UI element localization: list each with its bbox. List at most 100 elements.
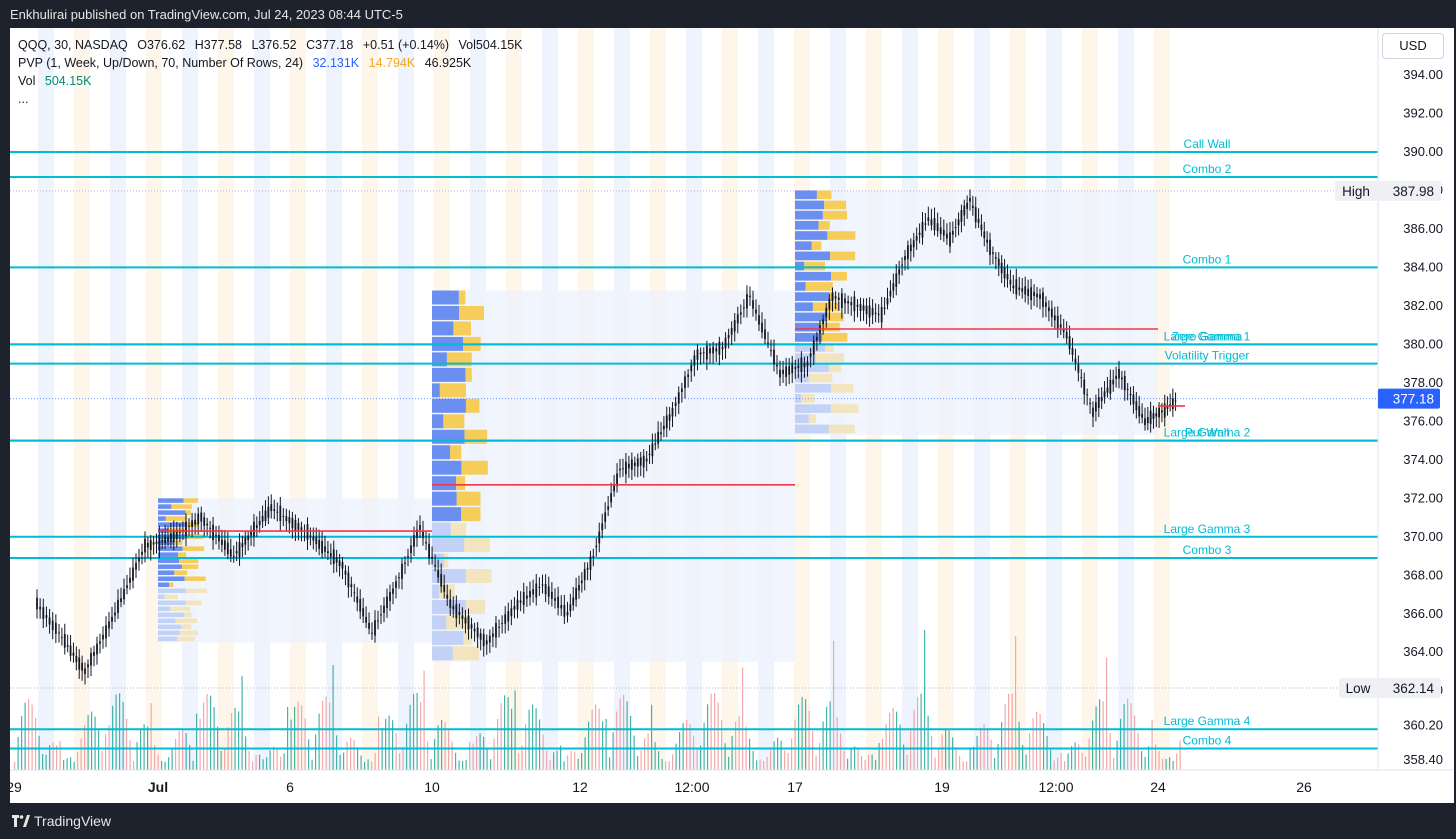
candle-body — [963, 205, 966, 216]
time-tick-label: 19 — [934, 779, 950, 795]
volume-bar — [626, 701, 628, 770]
candle-body — [636, 458, 639, 467]
volume-bar — [245, 736, 247, 770]
profile-up-bar — [432, 615, 447, 630]
volume-bar — [917, 696, 919, 770]
profile-up-bar — [795, 302, 813, 312]
volume-bar — [1060, 752, 1062, 770]
candle-body — [410, 545, 412, 554]
legend-more[interactable]: ... — [18, 92, 29, 106]
candle-body — [1071, 348, 1074, 355]
candle-body — [479, 633, 482, 640]
legend-high: 377.58 — [203, 38, 242, 52]
candle-body — [924, 223, 927, 225]
candle-body — [161, 539, 164, 542]
profile-up-bar — [432, 445, 451, 460]
candle-body — [488, 635, 491, 643]
legend-vol2-label[interactable]: Vol — [18, 74, 36, 88]
candle-body — [850, 302, 853, 306]
volume-bar — [395, 733, 397, 770]
candle-body — [510, 608, 513, 617]
volume-bar — [1127, 698, 1129, 770]
candle-body — [547, 586, 550, 597]
candle-body — [550, 591, 553, 599]
volume-bar — [910, 730, 912, 770]
volume-bar — [889, 712, 891, 770]
candle-body — [622, 468, 624, 470]
candle-body — [1080, 377, 1083, 379]
candle-body — [250, 531, 252, 536]
volume-bar — [311, 759, 313, 770]
volume-bar — [843, 750, 845, 770]
chart-svg[interactable]: Call Wall Combo 2 Combo 1 Large Gamma 1Zero… — [10, 28, 1454, 803]
candle-body — [258, 520, 261, 526]
candle-body — [525, 595, 528, 599]
candle-body — [705, 345, 708, 360]
candle-body — [1045, 302, 1047, 307]
candle-body — [1000, 262, 1003, 274]
candle-body — [1141, 413, 1144, 418]
volume-bar — [294, 706, 296, 770]
candle-body — [1158, 407, 1161, 418]
volume-bar — [647, 733, 649, 770]
volume-bar — [871, 754, 873, 770]
volume-bar — [451, 741, 453, 770]
legend-pvp-label[interactable]: PVP (1, Week, Up/Down, 70, Number Of Row… — [18, 56, 304, 70]
price-tick-label: 374.00 — [1403, 452, 1443, 467]
candle-body — [253, 521, 255, 537]
price-tick-label: 380.00 — [1403, 336, 1443, 351]
profile-up-bar — [158, 594, 165, 600]
volume-bar — [553, 752, 555, 770]
volume-bar — [1046, 736, 1048, 770]
candle-body — [651, 443, 654, 457]
volume-bar — [77, 751, 79, 770]
chart-area[interactable]: Call Wall Combo 2 Combo 1 Large Gamma 1 Zero… — [10, 28, 1454, 803]
candle-body — [63, 633, 66, 648]
volume-bar — [777, 737, 779, 770]
candle-body — [604, 512, 607, 522]
candle-body — [197, 513, 200, 525]
candle-body — [1109, 379, 1112, 394]
candle-body — [904, 255, 906, 261]
candle-body — [428, 543, 430, 559]
candle-body — [785, 366, 788, 377]
profile-down-bar — [184, 576, 206, 581]
candle-body — [724, 337, 727, 349]
candle-body — [485, 640, 488, 645]
candle-body — [997, 258, 1000, 266]
volume-bar — [308, 739, 310, 770]
volume-bar — [1074, 742, 1076, 770]
volume-bar — [875, 759, 877, 770]
volume-bar — [346, 741, 348, 770]
volume-bar — [31, 704, 33, 770]
volume-bar — [955, 747, 957, 770]
candle-body — [554, 598, 556, 601]
profile-up-bar — [158, 612, 185, 618]
legend-symbol[interactable]: QQQ, 30, NASDAQ — [18, 38, 128, 52]
volume-bar — [192, 760, 194, 770]
candle-body — [779, 369, 781, 378]
candle-body — [776, 364, 778, 367]
candle-body — [276, 511, 279, 513]
volume-bar — [966, 761, 968, 770]
volume-bar — [773, 741, 775, 770]
volume-bar — [920, 693, 922, 770]
currency-button[interactable]: USD — [1382, 33, 1444, 59]
profile-box-week3 — [795, 190, 1158, 435]
candle-body — [164, 535, 167, 543]
candle-body — [226, 542, 229, 555]
candle-body — [341, 562, 344, 569]
volume-bar — [836, 717, 838, 770]
candle-body — [715, 348, 718, 352]
volume-bar — [616, 711, 618, 770]
profile-down-bar — [826, 312, 844, 322]
volume-bar — [686, 719, 688, 770]
candle-body — [232, 555, 235, 557]
profile-down-bar — [179, 630, 199, 636]
current-price-label: 377.18 — [1393, 392, 1434, 407]
candle-body — [377, 620, 379, 622]
candle-body — [114, 612, 116, 616]
volume-bar — [591, 709, 593, 770]
volume-bar — [913, 709, 915, 770]
candle-body — [992, 252, 994, 254]
